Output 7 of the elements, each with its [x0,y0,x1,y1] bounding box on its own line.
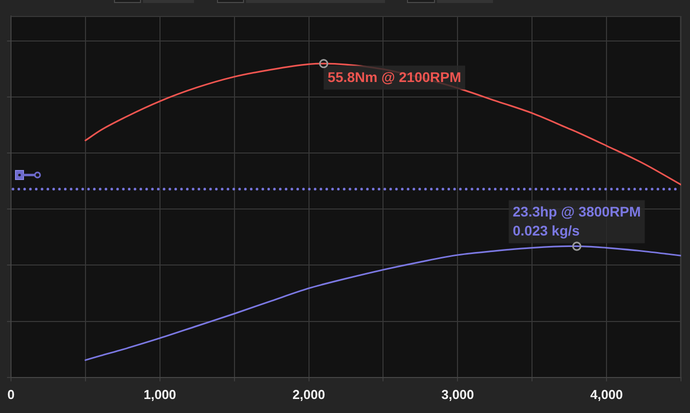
x-tick-label: 4,000 [590,386,623,402]
annotation: 23.3hp @ 3800RPM 0.023 kg/s [512,204,641,239]
x-tick-label: 3,000 [441,386,474,402]
annotation: 55.8Nm @ 2100RPM [328,68,462,85]
x-tick-label: 0 [7,386,15,402]
x-tick-label: 1,000 [144,386,176,402]
x-tick-label: 2,000 [292,386,326,402]
